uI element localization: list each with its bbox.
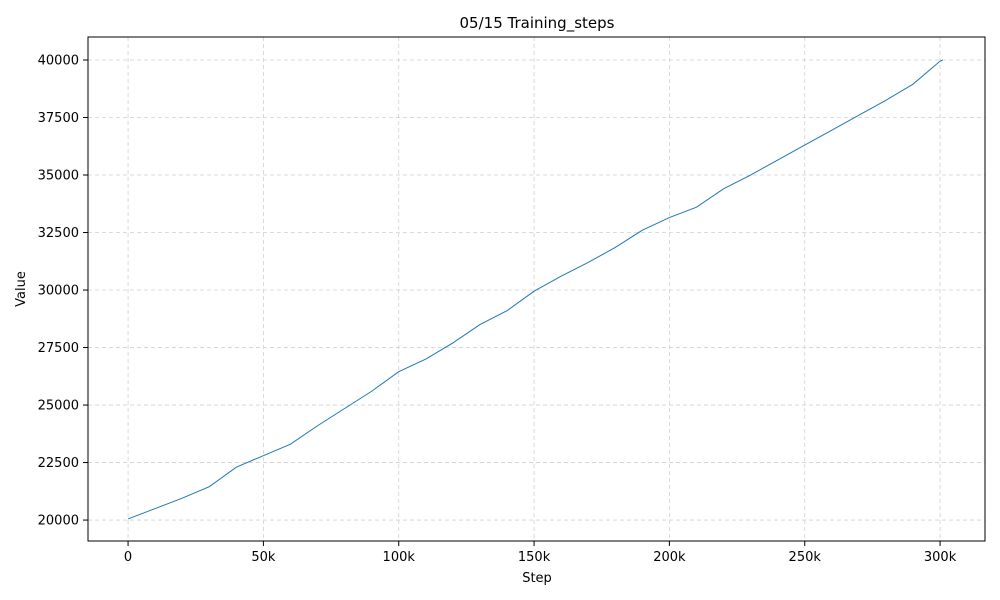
y-tick-label: 20000 xyxy=(38,514,79,529)
x-tick-label: 50k xyxy=(251,550,276,565)
x-tick-label: 100k xyxy=(383,550,416,565)
y-tick-label: 22500 xyxy=(38,456,79,471)
y-axis-label: Value xyxy=(14,271,29,307)
x-axis-label: Step xyxy=(522,571,552,586)
x-tick-label: 250k xyxy=(789,550,822,565)
x-tick-label: 300k xyxy=(924,550,957,565)
y-tick-label: 30000 xyxy=(38,284,79,299)
y-tick-label: 25000 xyxy=(38,399,79,414)
x-tick-label: 200k xyxy=(653,550,686,565)
y-tick-label: 27500 xyxy=(38,341,79,356)
chart-title: 05/15 Training_steps xyxy=(460,14,615,33)
plot-frame xyxy=(87,36,986,542)
data-line xyxy=(127,59,943,520)
y-tick-label: 37500 xyxy=(38,111,79,126)
x-tick-label: 150k xyxy=(518,550,551,565)
x-tick-label: 0 xyxy=(124,550,132,565)
y-tick-label: 32500 xyxy=(38,226,79,241)
y-tick-label: 40000 xyxy=(38,54,79,69)
y-tick-label: 35000 xyxy=(38,169,79,184)
